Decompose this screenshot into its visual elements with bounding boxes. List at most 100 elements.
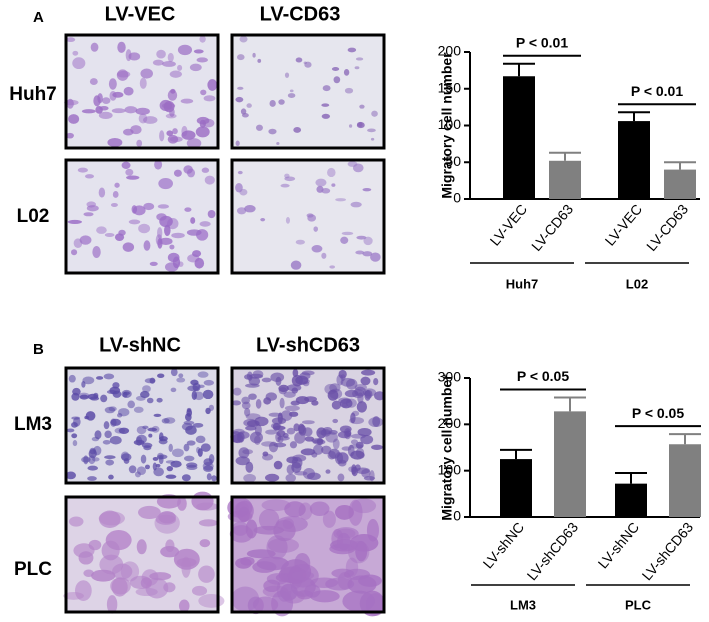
cell bbox=[136, 139, 143, 148]
cell bbox=[268, 128, 277, 135]
cell bbox=[329, 265, 336, 269]
cell bbox=[181, 130, 196, 140]
cell bbox=[290, 260, 302, 270]
cell bbox=[245, 461, 254, 473]
y-tick-label: 150 bbox=[438, 79, 462, 95]
cell bbox=[104, 455, 116, 460]
cell bbox=[158, 177, 173, 190]
cell bbox=[359, 104, 365, 109]
cell bbox=[291, 462, 302, 473]
cell bbox=[117, 41, 126, 53]
cell bbox=[152, 456, 159, 461]
cell bbox=[328, 448, 340, 459]
cell bbox=[67, 219, 82, 224]
y-tick-label: 100 bbox=[438, 461, 462, 477]
cell bbox=[309, 501, 330, 517]
cell bbox=[102, 440, 111, 445]
cell bbox=[186, 138, 202, 149]
cell bbox=[77, 167, 88, 173]
cell bbox=[339, 398, 353, 409]
cell bbox=[137, 505, 161, 520]
cell bbox=[311, 245, 323, 253]
cell bbox=[93, 95, 101, 107]
micrograph-frame bbox=[230, 158, 386, 275]
cell bbox=[68, 516, 84, 527]
cell bbox=[84, 174, 95, 179]
cell bbox=[348, 466, 356, 473]
cell bbox=[79, 235, 92, 245]
cell bbox=[144, 464, 150, 470]
cell bbox=[372, 416, 381, 427]
cell bbox=[155, 463, 161, 468]
cell bbox=[255, 124, 263, 131]
cell bbox=[331, 400, 342, 410]
cell bbox=[159, 237, 173, 245]
cell bbox=[109, 90, 117, 101]
cell bbox=[370, 252, 381, 262]
cell bbox=[299, 378, 310, 385]
cell bbox=[78, 392, 90, 399]
cell bbox=[68, 374, 76, 383]
error-bar bbox=[503, 62, 535, 77]
cell bbox=[143, 202, 155, 211]
cell bbox=[241, 396, 250, 405]
cell bbox=[337, 572, 352, 590]
cell bbox=[66, 428, 75, 433]
cell bbox=[237, 86, 244, 90]
cell bbox=[201, 167, 210, 173]
significance-label: P < 0.01 bbox=[516, 34, 569, 50]
cell bbox=[138, 223, 151, 234]
cell bbox=[159, 215, 173, 228]
cell bbox=[363, 476, 376, 481]
cell bbox=[254, 435, 261, 446]
cell bbox=[161, 418, 170, 424]
cell bbox=[344, 389, 359, 398]
cell bbox=[285, 216, 291, 224]
cell bbox=[158, 438, 168, 445]
cell bbox=[312, 444, 324, 455]
cell bbox=[99, 510, 121, 528]
cell bbox=[169, 70, 182, 78]
cell bbox=[237, 54, 245, 61]
cell bbox=[157, 454, 168, 460]
cell bbox=[190, 217, 196, 224]
cell bbox=[289, 89, 294, 93]
cell bbox=[237, 170, 243, 175]
cell bbox=[362, 187, 372, 192]
cell bbox=[255, 398, 262, 409]
cell bbox=[166, 130, 174, 137]
cell bbox=[351, 498, 377, 514]
cell bbox=[103, 421, 110, 430]
cell bbox=[177, 496, 187, 511]
cell bbox=[94, 430, 102, 440]
cell bbox=[196, 57, 208, 63]
cell bbox=[289, 441, 298, 449]
cell bbox=[200, 89, 207, 96]
cell bbox=[363, 236, 373, 246]
cell bbox=[284, 176, 296, 182]
cell bbox=[241, 113, 249, 118]
cell bbox=[186, 440, 196, 446]
cell bbox=[352, 410, 360, 417]
cell bbox=[298, 502, 313, 520]
cell bbox=[367, 128, 376, 133]
cell bbox=[307, 214, 317, 222]
cell bbox=[340, 236, 349, 244]
cell bbox=[337, 431, 351, 439]
bar bbox=[618, 121, 650, 199]
cell bbox=[287, 93, 296, 98]
x-tick-label: LV-shNC bbox=[595, 519, 643, 571]
cell bbox=[101, 97, 111, 104]
y-axis-label: Migratory cell number bbox=[439, 374, 455, 521]
bar bbox=[549, 160, 581, 199]
cell bbox=[176, 377, 186, 383]
y-tick-label: 0 bbox=[453, 508, 461, 524]
cell bbox=[198, 384, 205, 388]
y-tick-label: 50 bbox=[445, 153, 461, 169]
cell bbox=[101, 540, 120, 561]
cell bbox=[350, 201, 362, 208]
cell bbox=[198, 519, 218, 527]
cell bbox=[199, 35, 206, 43]
cell bbox=[354, 66, 360, 70]
cell bbox=[181, 422, 193, 431]
